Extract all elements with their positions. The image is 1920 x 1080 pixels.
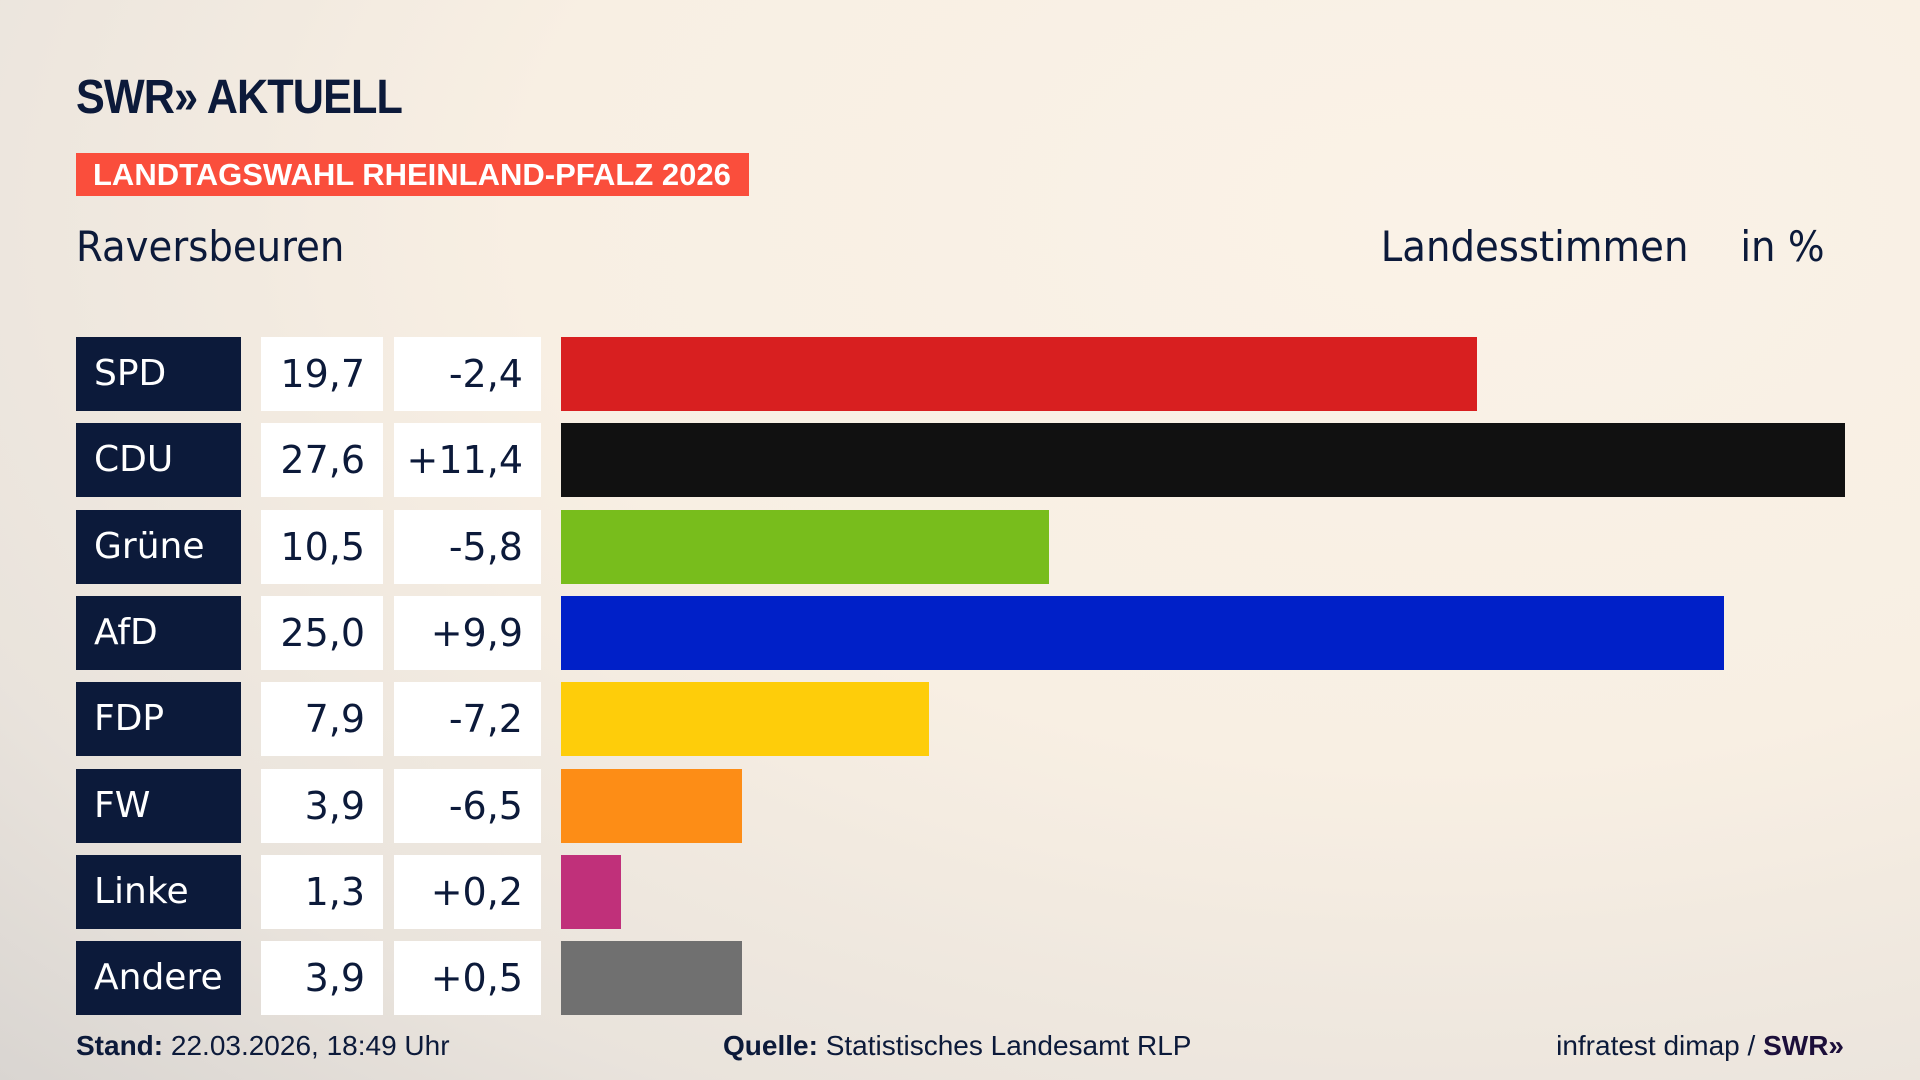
party-diff: +0,5 [394,941,541,1016]
bar-fdp [561,682,929,757]
party-value: 1,3 [261,854,383,929]
bar-grüne [561,509,1050,584]
party-name: AfD [76,595,241,670]
credit: infratest dimap / SWR» [1556,1030,1844,1062]
result-row: Grüne 10,5 -5,8 [76,509,1876,584]
party-value: 3,9 [261,768,383,843]
bar-andere [561,941,743,1016]
party-name: FDP [76,682,241,757]
party-diff: +0,2 [394,854,541,929]
party-value: 10,5 [261,509,383,584]
result-row: AfD 25,0 +9,9 [76,595,1876,670]
swr-aktuell-logo: SWR» AKTUELL [76,71,403,124]
result-row: CDU 27,6 +11,4 [76,423,1876,498]
result-row: FW 3,9 -6,5 [76,768,1876,843]
bar-afd [561,595,1725,670]
party-name: Linke [76,854,241,929]
place-title: Raversbeuren [76,222,345,271]
party-value: 3,9 [261,941,383,1016]
swr-logo: SWR» [1763,1030,1844,1061]
party-value: 25,0 [261,595,383,670]
result-row: SPD 19,7 -2,4 [76,337,1876,411]
party-name: SPD [76,337,241,411]
party-value: 27,6 [261,423,383,498]
party-name: Grüne [76,509,241,584]
party-diff: +11,4 [394,423,541,498]
result-row: FDP 7,9 -7,2 [76,682,1876,757]
result-row: Andere 3,9 +0,5 [76,941,1876,1016]
party-diff: -5,8 [394,509,541,584]
election-banner: LANDTAGSWAHL RHEINLAND-PFALZ 2026 [76,153,749,196]
measure-label: Landesstimmen [1380,222,1688,271]
party-value: 7,9 [261,682,383,757]
result-row: Linke 1,3 +0,2 [76,854,1876,929]
bar-linke [561,854,622,929]
party-value: 19,7 [261,337,383,411]
stand-value: 22.03.2026, 18:49 Uhr [170,1030,450,1061]
party-name: Andere [76,941,241,1016]
bar-fw [561,768,743,843]
party-name: FW [76,768,241,843]
party-diff: +9,9 [394,595,541,670]
source-value: Statistisches Landesamt RLP [825,1030,1192,1061]
stand-label: Stand: [76,1030,164,1061]
bar-spd [561,337,1478,411]
source: Quelle: Statistisches Landesamt RLP [723,1030,1191,1062]
bar-cdu [561,423,1845,498]
party-name: CDU [76,423,241,498]
credit-text: infratest dimap / [1556,1030,1764,1061]
party-diff: -6,5 [394,768,541,843]
unit-label: in % [1740,222,1825,271]
source-label: Quelle: [723,1030,818,1061]
stand: Stand: 22.03.2026, 18:49 Uhr [76,1030,450,1062]
party-diff: -2,4 [394,337,541,411]
party-diff: -7,2 [394,682,541,757]
